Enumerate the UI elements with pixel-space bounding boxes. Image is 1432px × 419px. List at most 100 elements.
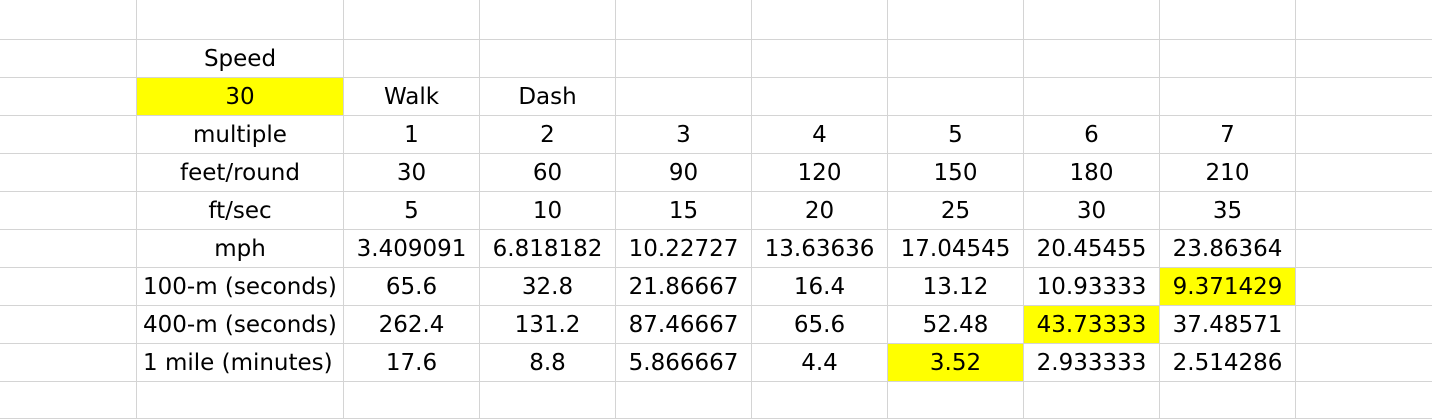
sheet-cell[interactable] — [0, 230, 137, 268]
sheet-cell[interactable] — [752, 0, 888, 40]
sheet-cell[interactable]: 16.4 — [752, 268, 888, 306]
sheet-cell[interactable]: 262.4 — [344, 306, 480, 344]
sheet-cell[interactable] — [137, 382, 344, 419]
sheet-cell[interactable] — [1160, 40, 1296, 78]
sheet-cell[interactable] — [0, 382, 137, 419]
sheet-cell[interactable]: mph — [137, 230, 344, 268]
sheet-cell[interactable]: 65.6 — [344, 268, 480, 306]
sheet-cell[interactable]: 20 — [752, 192, 888, 230]
sheet-cell[interactable]: 180 — [1024, 154, 1160, 192]
sheet-cell[interactable] — [888, 0, 1024, 40]
sheet-cell[interactable] — [1296, 116, 1432, 154]
sheet-cell[interactable] — [1296, 382, 1432, 419]
sheet-cell[interactable]: 32.8 — [480, 268, 616, 306]
sheet-cell[interactable]: 3 — [616, 116, 752, 154]
sheet-cell[interactable]: 5 — [888, 116, 1024, 154]
sheet-cell[interactable] — [0, 268, 137, 306]
sheet-cell[interactable] — [1024, 78, 1160, 116]
sheet-cell[interactable]: 90 — [616, 154, 752, 192]
sheet-cell[interactable] — [480, 382, 616, 419]
sheet-cell[interactable]: 400-m (seconds) — [137, 306, 344, 344]
sheet-cell[interactable]: 20.45455 — [1024, 230, 1160, 268]
sheet-cell[interactable]: 21.86667 — [616, 268, 752, 306]
sheet-cell[interactable]: 2.933333 — [1024, 344, 1160, 382]
sheet-cell[interactable] — [0, 0, 137, 40]
sheet-cell[interactable] — [1160, 382, 1296, 419]
sheet-cell[interactable] — [0, 40, 137, 78]
sheet-cell[interactable] — [616, 78, 752, 116]
sheet-cell[interactable]: 120 — [752, 154, 888, 192]
sheet-cell[interactable] — [1296, 192, 1432, 230]
sheet-cell[interactable]: 3.52 — [888, 344, 1024, 382]
sheet-cell[interactable] — [0, 78, 137, 116]
sheet-cell[interactable]: 1 mile (minutes) — [137, 344, 344, 382]
sheet-cell[interactable]: 10 — [480, 192, 616, 230]
sheet-cell[interactable]: 65.6 — [752, 306, 888, 344]
sheet-cell[interactable]: 30 — [1024, 192, 1160, 230]
sheet-cell[interactable] — [0, 344, 137, 382]
sheet-cell[interactable] — [344, 382, 480, 419]
sheet-cell[interactable]: 60 — [480, 154, 616, 192]
sheet-cell[interactable]: feet/round — [137, 154, 344, 192]
sheet-cell[interactable]: 10.93333 — [1024, 268, 1160, 306]
sheet-cell[interactable] — [1296, 154, 1432, 192]
sheet-cell[interactable] — [1024, 40, 1160, 78]
sheet-cell[interactable] — [1160, 78, 1296, 116]
sheet-cell[interactable]: 7 — [1160, 116, 1296, 154]
sheet-cell[interactable]: 87.46667 — [616, 306, 752, 344]
sheet-cell[interactable]: 131.2 — [480, 306, 616, 344]
sheet-cell[interactable]: 210 — [1160, 154, 1296, 192]
sheet-cell[interactable]: 23.86364 — [1160, 230, 1296, 268]
sheet-cell[interactable]: 37.48571 — [1160, 306, 1296, 344]
sheet-cell[interactable] — [888, 40, 1024, 78]
sheet-cell[interactable] — [1024, 0, 1160, 40]
sheet-cell[interactable] — [0, 154, 137, 192]
sheet-cell[interactable]: 5.866667 — [616, 344, 752, 382]
sheet-cell[interactable]: 17.04545 — [888, 230, 1024, 268]
sheet-cell[interactable] — [480, 40, 616, 78]
sheet-cell[interactable] — [752, 78, 888, 116]
sheet-cell[interactable]: 9.371429 — [1160, 268, 1296, 306]
sheet-cell[interactable]: Walk — [344, 78, 480, 116]
sheet-cell[interactable]: 150 — [888, 154, 1024, 192]
sheet-cell[interactable]: 1 — [344, 116, 480, 154]
sheet-cell[interactable]: 35 — [1160, 192, 1296, 230]
sheet-cell[interactable] — [752, 40, 888, 78]
sheet-cell[interactable] — [1296, 268, 1432, 306]
sheet-cell[interactable]: 15 — [616, 192, 752, 230]
sheet-cell[interactable]: 2.514286 — [1160, 344, 1296, 382]
sheet-cell[interactable]: 43.73333 — [1024, 306, 1160, 344]
sheet-cell[interactable]: 3.409091 — [344, 230, 480, 268]
sheet-cell[interactable]: 6 — [1024, 116, 1160, 154]
sheet-cell[interactable] — [616, 0, 752, 40]
sheet-cell[interactable] — [888, 382, 1024, 419]
sheet-cell[interactable] — [1296, 306, 1432, 344]
sheet-cell[interactable] — [752, 382, 888, 419]
sheet-cell[interactable]: 100-m (seconds) — [137, 268, 344, 306]
sheet-cell[interactable]: 17.6 — [344, 344, 480, 382]
sheet-cell[interactable]: 25 — [888, 192, 1024, 230]
sheet-cell[interactable] — [344, 40, 480, 78]
sheet-cell[interactable] — [1296, 344, 1432, 382]
sheet-cell[interactable]: 5 — [344, 192, 480, 230]
sheet-cell[interactable]: ft/sec — [137, 192, 344, 230]
sheet-cell[interactable]: Speed — [137, 40, 344, 78]
sheet-cell[interactable] — [344, 0, 480, 40]
sheet-cell[interactable]: 2 — [480, 116, 616, 154]
sheet-cell[interactable] — [888, 78, 1024, 116]
sheet-cell[interactable] — [137, 0, 344, 40]
sheet-cell[interactable] — [0, 116, 137, 154]
sheet-cell[interactable] — [1296, 230, 1432, 268]
sheet-cell[interactable]: 13.63636 — [752, 230, 888, 268]
sheet-cell[interactable]: 10.22727 — [616, 230, 752, 268]
sheet-cell[interactable] — [616, 40, 752, 78]
sheet-cell[interactable]: 30 — [137, 78, 344, 116]
sheet-cell[interactable] — [1296, 78, 1432, 116]
sheet-cell[interactable] — [1296, 0, 1432, 40]
sheet-cell[interactable]: 4.4 — [752, 344, 888, 382]
sheet-cell[interactable]: 6.818182 — [480, 230, 616, 268]
sheet-cell[interactable] — [0, 192, 137, 230]
sheet-cell[interactable] — [0, 306, 137, 344]
sheet-cell[interactable]: 8.8 — [480, 344, 616, 382]
sheet-cell[interactable]: 30 — [344, 154, 480, 192]
